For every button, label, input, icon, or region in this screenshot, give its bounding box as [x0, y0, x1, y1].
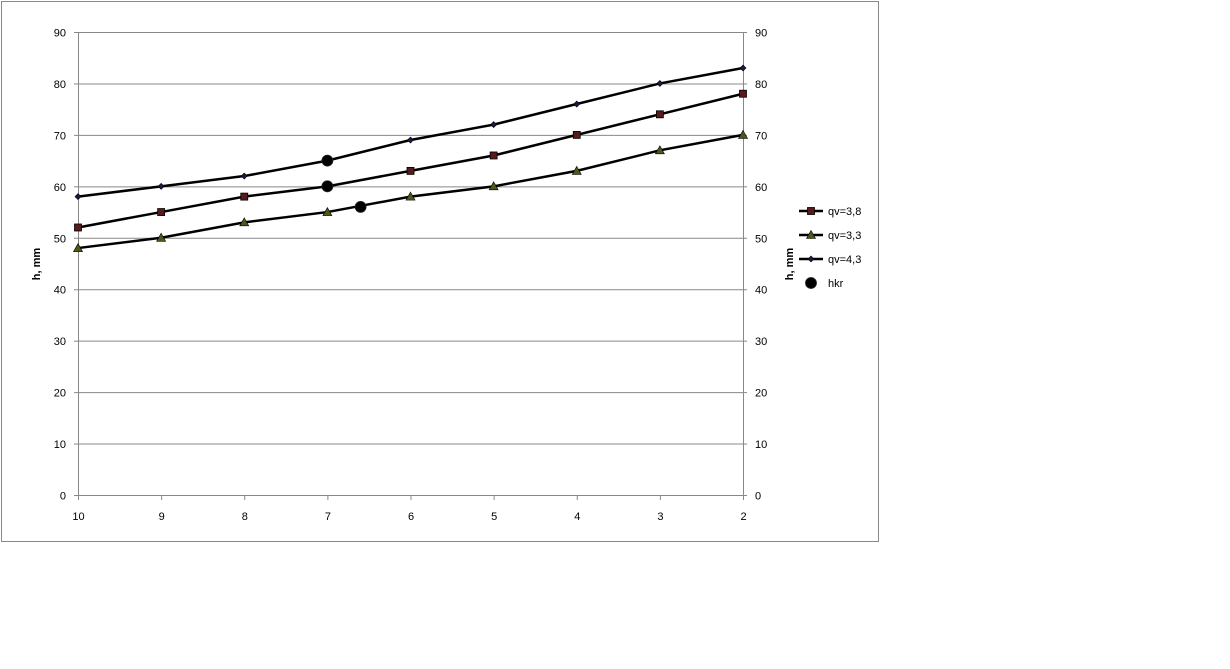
data-point [407, 136, 414, 144]
legend-marker [807, 255, 815, 263]
data-point [156, 232, 167, 242]
y-tick-label: 30 [54, 336, 66, 348]
y-tick-label: 20 [54, 388, 66, 400]
legend-label: qv=4,3 [828, 254, 861, 266]
data-point [354, 201, 367, 213]
data-point [655, 110, 664, 119]
legend-item: hkr [805, 277, 844, 290]
data-point [74, 193, 82, 201]
data-point [321, 154, 334, 167]
data-point [240, 172, 248, 180]
y-tick-label: 90 [54, 28, 66, 40]
y-axis-label-right: h, mm [784, 248, 796, 281]
x-tick-label: 9 [159, 511, 165, 523]
y-tick-label: 0 [60, 491, 66, 503]
y-tick-label-right: 70 [755, 130, 767, 142]
y-tick-label-right: 80 [755, 79, 767, 91]
y-tick-label-right: 50 [755, 233, 767, 245]
x-tick-label: 10 [72, 511, 84, 523]
y-tick-label-right: 0 [755, 491, 761, 503]
data-point [240, 192, 249, 201]
data-point [737, 129, 749, 139]
y-tick-label: 50 [54, 233, 66, 245]
data-point [573, 100, 581, 108]
data-point [571, 165, 582, 175]
data-point [489, 151, 498, 160]
legend-item: qv=3,3 [799, 229, 861, 242]
y-tick-label: 70 [54, 130, 66, 142]
y-axis-label: h, mm [31, 248, 43, 281]
y-tick-label: 40 [54, 285, 66, 297]
data-point [654, 145, 665, 155]
legend-label: qv=3,3 [828, 230, 861, 242]
data-point [656, 80, 664, 87]
data-point [321, 180, 334, 193]
data-point [72, 242, 84, 252]
data-point [157, 182, 165, 190]
data-point [488, 181, 499, 191]
x-tick-label: 3 [657, 511, 663, 523]
legend-item: qv=4,3 [799, 254, 861, 266]
legend-marker [807, 207, 815, 215]
y-tick-label: 10 [54, 439, 66, 451]
y-tick-label: 60 [54, 182, 66, 194]
x-tick-label: 2 [740, 511, 746, 523]
x-tick-label: 8 [242, 511, 248, 523]
y-tick-label-right: 90 [755, 28, 767, 40]
data-point [74, 223, 82, 232]
y-tick-label-right: 10 [755, 439, 767, 451]
series-layer [72, 64, 749, 252]
legend: qv=3,8 qv=3,3 qv=4,3 hkr [799, 206, 861, 290]
data-point [322, 206, 333, 216]
legend-marker [805, 229, 817, 239]
data-point [405, 191, 416, 201]
data-point [739, 64, 747, 72]
data-point [490, 121, 498, 129]
data-point [739, 89, 747, 98]
axes: 0 0 10 10 20 20 30 30 40 40 50 50 60 60 70 70 80 80 90 90 10… [54, 28, 768, 524]
data-point [406, 166, 415, 175]
y-tick-label: 80 [54, 79, 66, 91]
series-qv=4,3 [74, 64, 747, 201]
y-tick-label-right: 30 [755, 336, 767, 348]
y-tick-label-right: 60 [755, 182, 767, 194]
legend-label: qv=3,8 [828, 206, 861, 218]
legend-label: hkr [828, 278, 844, 290]
x-tick-label: 6 [408, 511, 414, 523]
gridlines [78, 32, 743, 445]
data-point [157, 208, 166, 216]
legend-item: qv=3,8 [799, 206, 861, 218]
series-qv=3,3 [72, 129, 749, 252]
x-tick-label: 5 [491, 511, 497, 523]
y-tick-label-right: 20 [755, 388, 767, 400]
legend-marker [805, 277, 817, 289]
data-point [239, 217, 250, 227]
series-hkr [321, 154, 367, 213]
data-point [572, 130, 581, 139]
chart-border [1, 1, 879, 542]
x-tick-label: 4 [574, 511, 580, 523]
y-tick-label-right: 40 [755, 285, 767, 297]
x-tick-label: 7 [325, 511, 331, 523]
